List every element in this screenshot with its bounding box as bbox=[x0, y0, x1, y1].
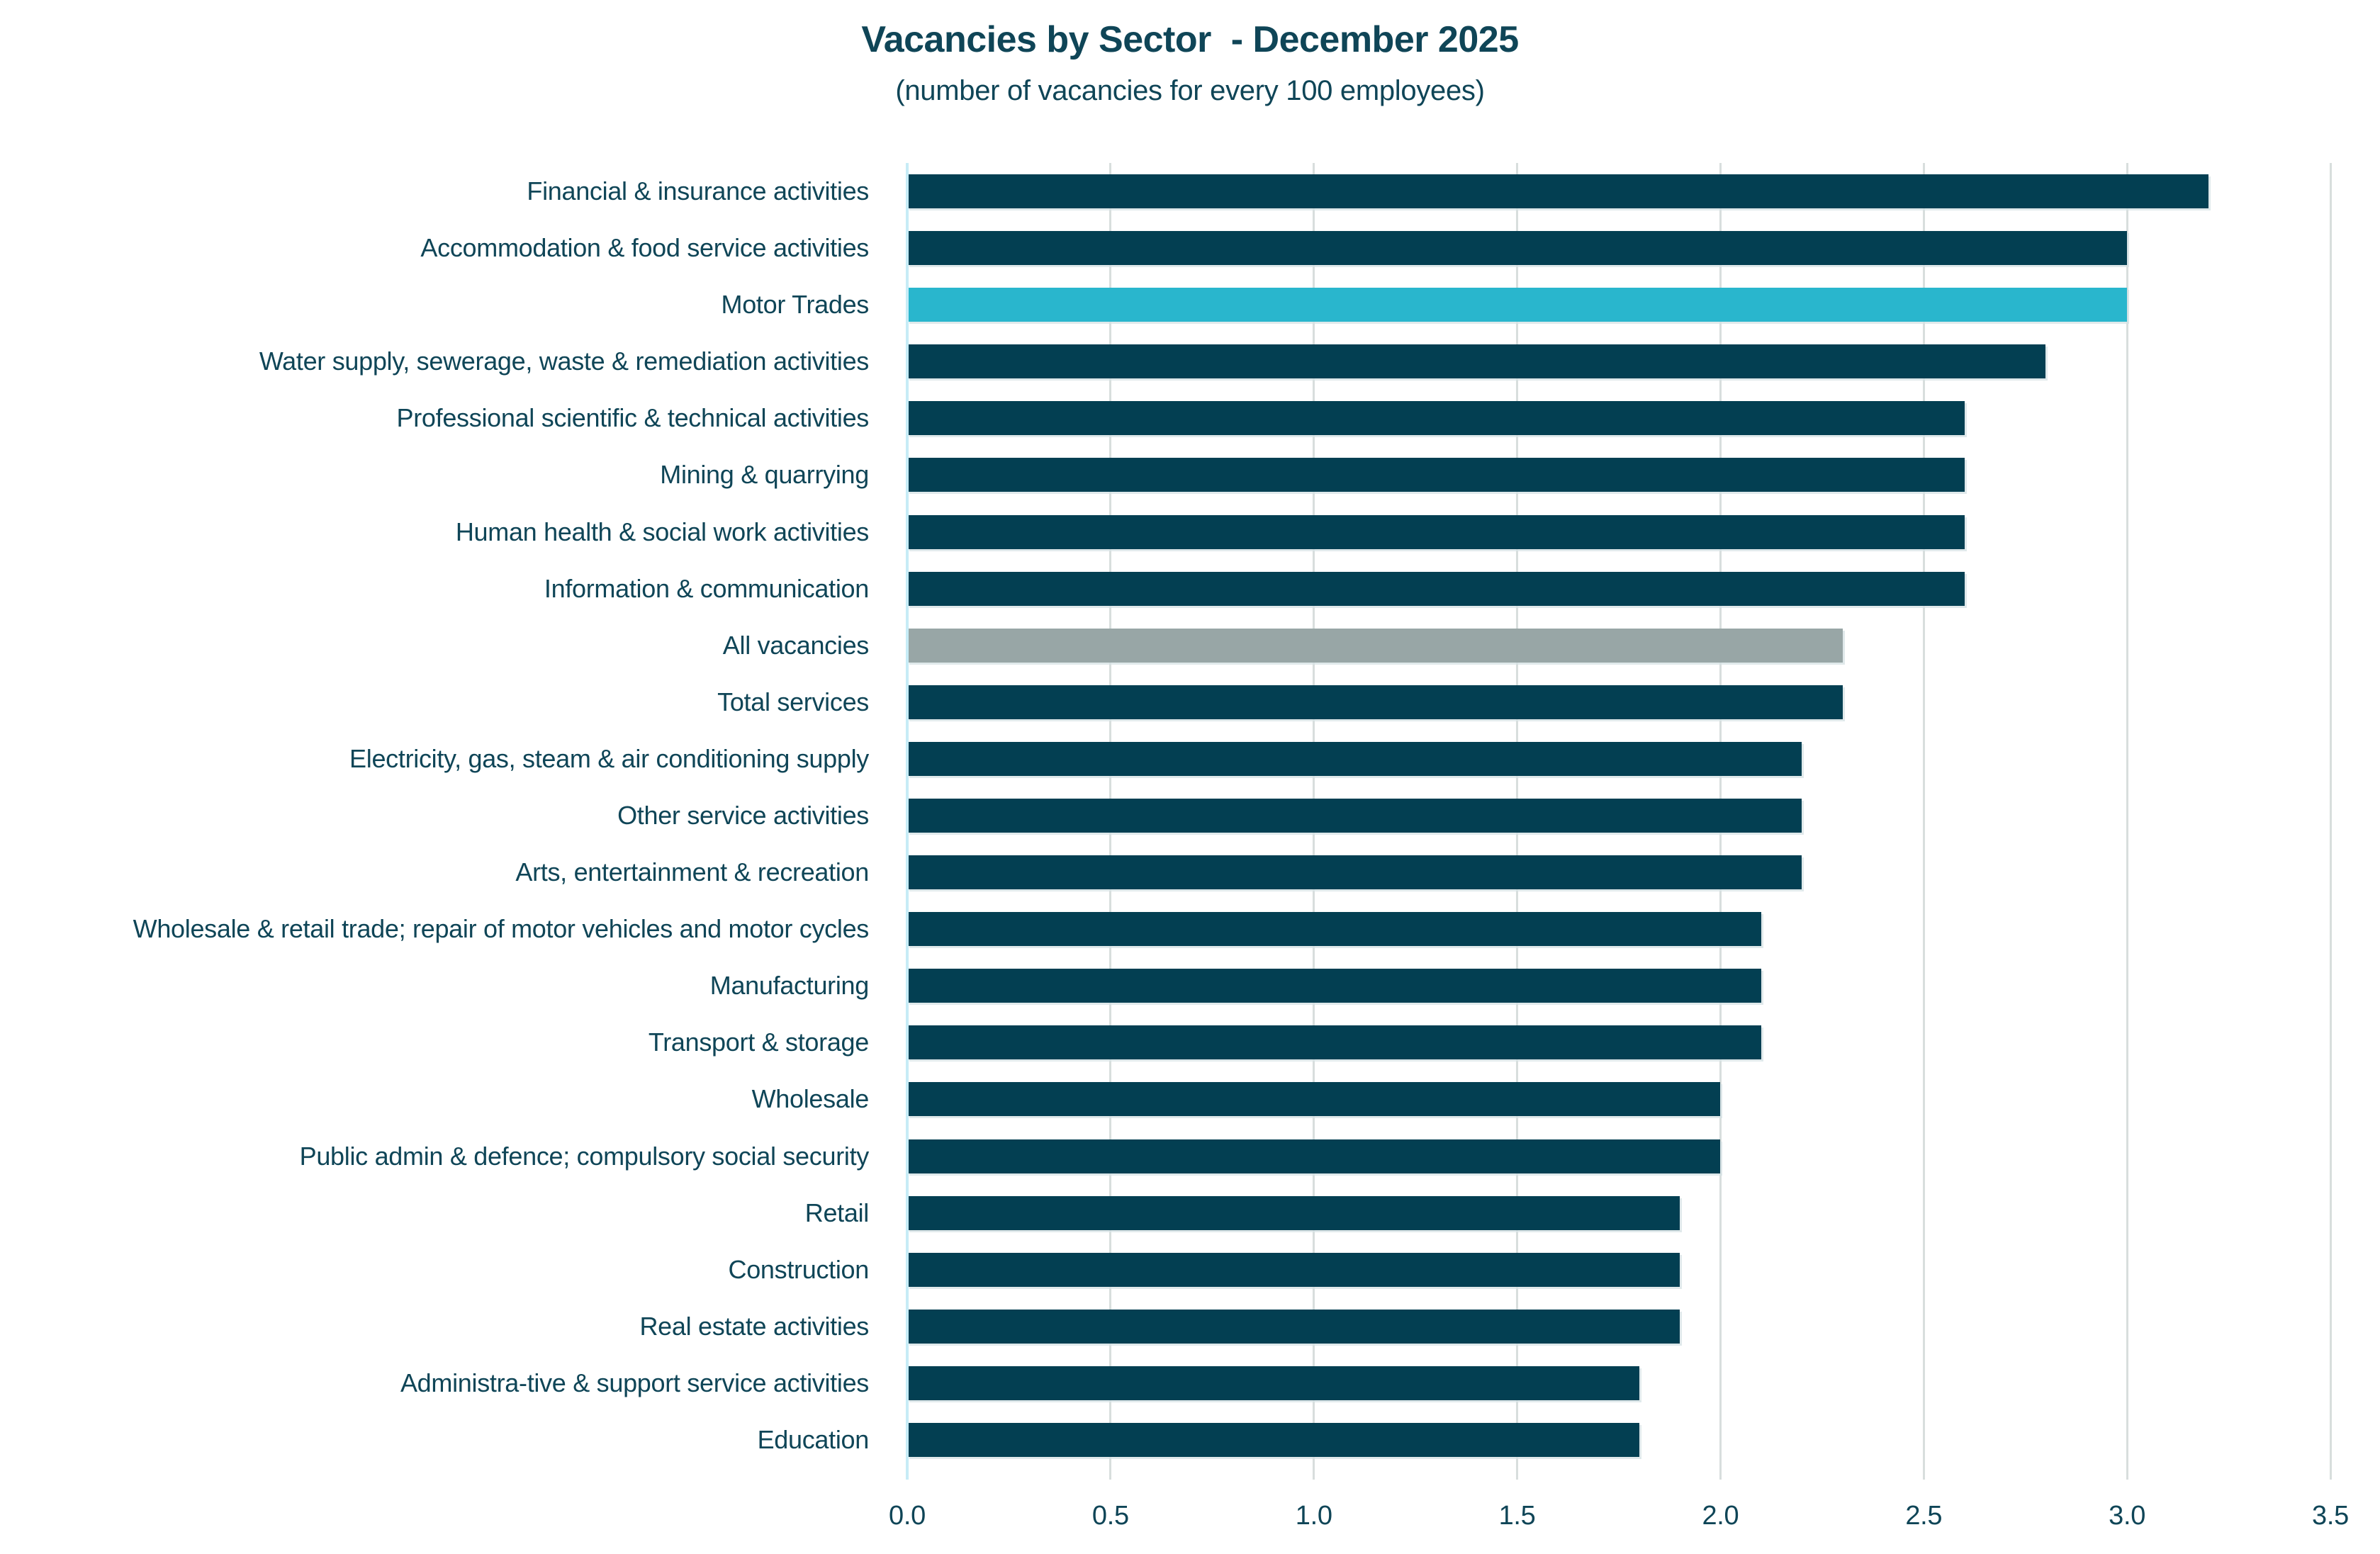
x-axis: 0.0 0.5 1.0 1.5 2.0 2.5 3.0 3.5 bbox=[889, 1468, 2349, 1546]
bar bbox=[907, 231, 2128, 266]
x-tick-label: 2.5 bbox=[1905, 1501, 1943, 1531]
x-tick-label: 2.0 bbox=[1702, 1501, 1739, 1531]
x-tick-label: 3.0 bbox=[2109, 1501, 2146, 1531]
bar bbox=[907, 1309, 1680, 1344]
gridline bbox=[2329, 163, 2332, 1480]
category-label: Construction bbox=[728, 1254, 870, 1284]
category-label: Public admin & defence; compulsory socia… bbox=[299, 1141, 870, 1171]
bar bbox=[907, 1252, 1680, 1287]
category-label: Other service activities bbox=[617, 800, 869, 830]
category-label: Total services bbox=[717, 687, 869, 716]
bar bbox=[907, 401, 1965, 436]
category-label: Real estate activities bbox=[639, 1311, 869, 1341]
category-label: Professional scientific & technical acti… bbox=[396, 403, 870, 433]
category-axis: Financial & insurance activities Accommod… bbox=[0, 163, 887, 1468]
x-tick-label: 0.5 bbox=[1091, 1501, 1129, 1531]
bar bbox=[907, 344, 2046, 379]
bar bbox=[907, 912, 1761, 947]
gridline bbox=[1922, 163, 1925, 1480]
category-label: Financial & insurance activities bbox=[527, 176, 869, 206]
bar bbox=[907, 1366, 1639, 1400]
bar bbox=[907, 458, 1965, 492]
category-label: Transport & storage bbox=[648, 1027, 869, 1057]
bar bbox=[907, 1195, 1680, 1230]
category-label: Human health & social work activities bbox=[455, 517, 869, 546]
chart-title: Vacancies by Sector - December 2025 bbox=[861, 19, 1519, 60]
x-tick-label: 0.0 bbox=[889, 1501, 926, 1531]
bar bbox=[907, 685, 1843, 719]
bar bbox=[907, 1422, 1639, 1457]
bar bbox=[907, 514, 1965, 549]
bar bbox=[907, 855, 1802, 890]
category-label: Accommodation & food service activities bbox=[420, 233, 869, 263]
x-tick-label: 1.0 bbox=[1295, 1501, 1332, 1531]
category-label: Wholesale & retail trade; repair of moto… bbox=[133, 914, 870, 944]
bar bbox=[907, 174, 2208, 209]
bar bbox=[907, 1139, 1721, 1173]
y-axis-line bbox=[906, 163, 909, 1480]
category-label: Wholesale bbox=[751, 1084, 870, 1114]
category-label: Water supply, sewerage, waste & remediat… bbox=[259, 347, 869, 376]
bar bbox=[907, 1025, 1761, 1060]
gridline bbox=[2126, 163, 2128, 1480]
chart-subtitle: (number of vacancies for every 100 emplo… bbox=[895, 75, 1485, 106]
category-label: Arts, entertainment & recreation bbox=[515, 857, 869, 887]
x-tick-label: 1.5 bbox=[1498, 1501, 1536, 1531]
category-label: Manufacturing bbox=[709, 971, 870, 1001]
category-label: Information & communication bbox=[544, 573, 869, 603]
bar bbox=[907, 799, 1802, 833]
category-label: Motor Trades bbox=[721, 290, 870, 320]
bar bbox=[907, 288, 2128, 322]
x-tick-label: 3.5 bbox=[2312, 1501, 2349, 1531]
category-label: Mining & quarrying bbox=[660, 460, 869, 490]
category-label: Retail bbox=[804, 1198, 870, 1227]
category-label: Education bbox=[757, 1424, 870, 1454]
bar bbox=[907, 741, 1802, 776]
bar bbox=[907, 628, 1843, 663]
bar bbox=[907, 969, 1761, 1003]
bar bbox=[907, 1082, 1721, 1117]
category-label: Administra-tive & support service activi… bbox=[400, 1368, 869, 1397]
bar bbox=[907, 571, 1965, 606]
category-label: All vacancies bbox=[722, 630, 870, 660]
category-label: Electricity, gas, steam & air conditioni… bbox=[349, 743, 869, 773]
plot-area bbox=[906, 163, 2332, 1480]
